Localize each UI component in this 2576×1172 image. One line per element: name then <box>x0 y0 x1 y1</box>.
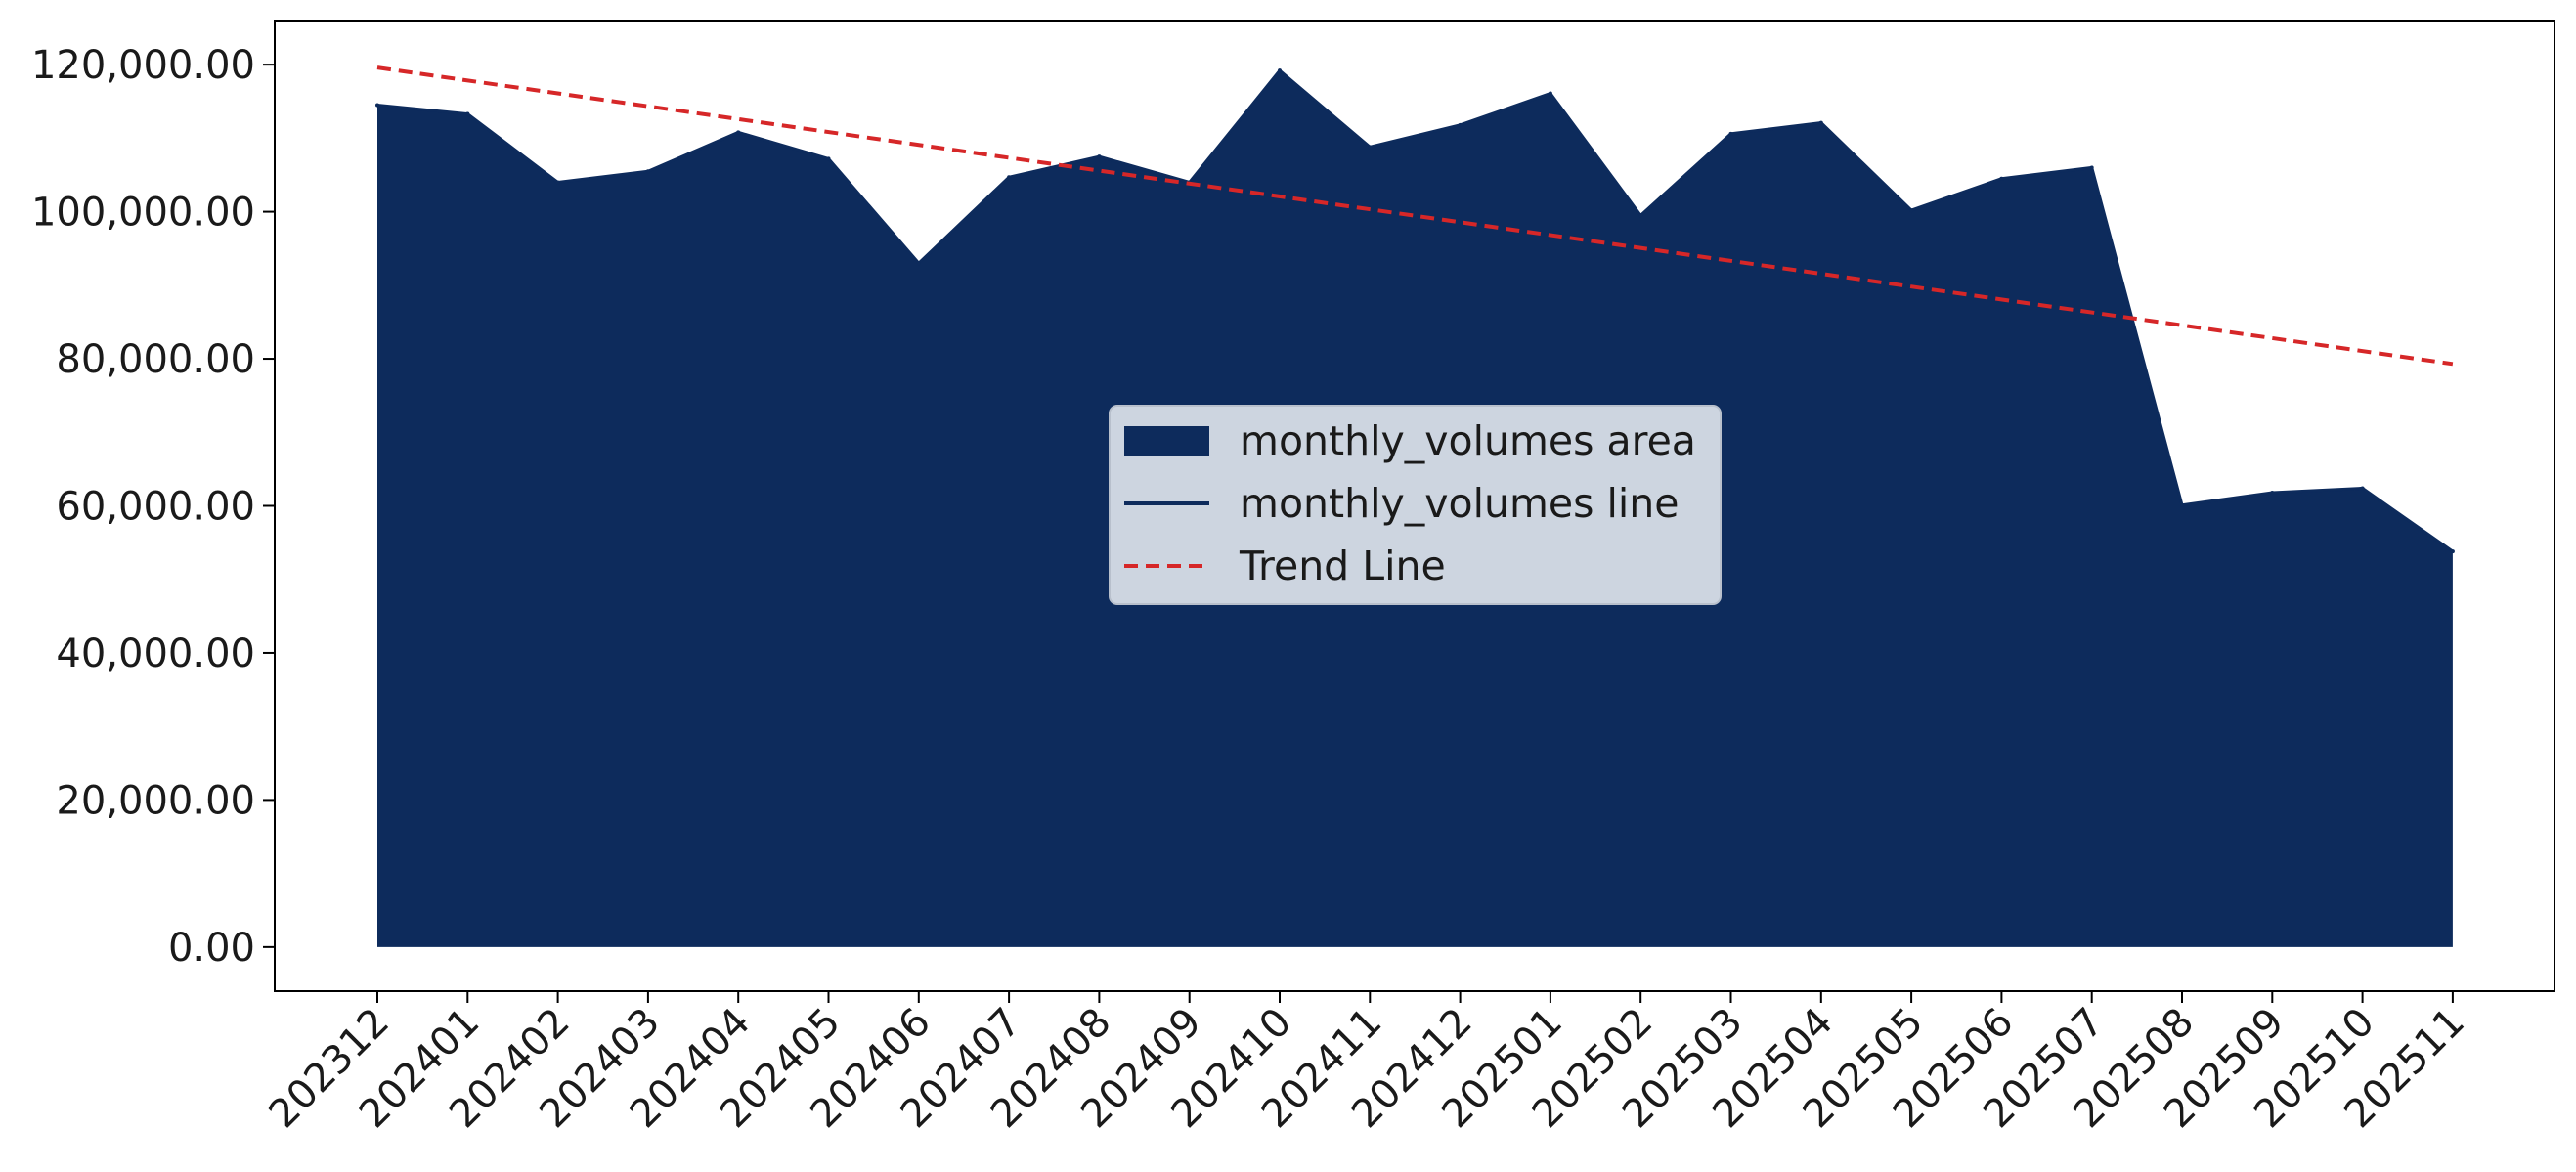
y-tick-label: 80,000.00 <box>56 337 255 382</box>
data-point-202510 <box>2360 486 2365 491</box>
data-point-202405 <box>826 156 831 161</box>
data-point-202508 <box>2180 502 2184 507</box>
data-point-202402 <box>555 180 560 185</box>
data-point-202412 <box>1458 122 1463 127</box>
y-axis: 0.00 20,000.00 40,000.00 60,000.00 80,000.00… <box>31 43 275 971</box>
y-tick-label: 40,000.00 <box>56 631 255 676</box>
legend-box <box>1109 405 1722 605</box>
data-point-202408 <box>1097 154 1102 159</box>
legend-label-area: monthly_volumes area <box>1240 417 1696 464</box>
data-point-202407 <box>1007 175 1012 180</box>
y-tick-label: 20,000.00 <box>56 778 255 823</box>
data-point-202504 <box>1818 120 1823 125</box>
legend: monthly_volumes area monthly_volumes lin… <box>1109 405 1722 605</box>
data-point-202411 <box>1368 145 1373 150</box>
data-point-202404 <box>736 130 741 135</box>
data-point-202501 <box>1548 91 1552 96</box>
legend-area-swatch <box>1124 426 1209 456</box>
y-tick-label: 0.00 <box>168 926 255 971</box>
y-tick-label: 120,000.00 <box>31 43 255 88</box>
data-point-202509 <box>2270 490 2275 495</box>
y-tick-label: 100,000.00 <box>31 191 255 236</box>
trend-line <box>376 65 2454 367</box>
data-point-202511 <box>2450 549 2455 554</box>
y-tick-label: 60,000.00 <box>56 485 255 530</box>
data-point-202505 <box>1909 208 1914 213</box>
legend-label-line: monthly_volumes line <box>1240 480 1680 527</box>
line-series-monthly-volumes <box>376 68 2454 553</box>
data-point-202503 <box>1728 131 1733 136</box>
data-point-202502 <box>1638 213 1643 218</box>
data-point-202506 <box>1999 176 2004 181</box>
data-point-202403 <box>645 169 650 174</box>
data-point-202401 <box>465 111 470 116</box>
x-axis: 2023122024012024022024032024042024052024… <box>261 991 2473 1137</box>
data-point-202507 <box>2089 165 2094 170</box>
data-point-202312 <box>375 103 379 108</box>
data-point-202410 <box>1278 68 1282 73</box>
legend-label-trend: Trend Line <box>1239 543 1446 589</box>
data-point-202406 <box>916 261 921 266</box>
